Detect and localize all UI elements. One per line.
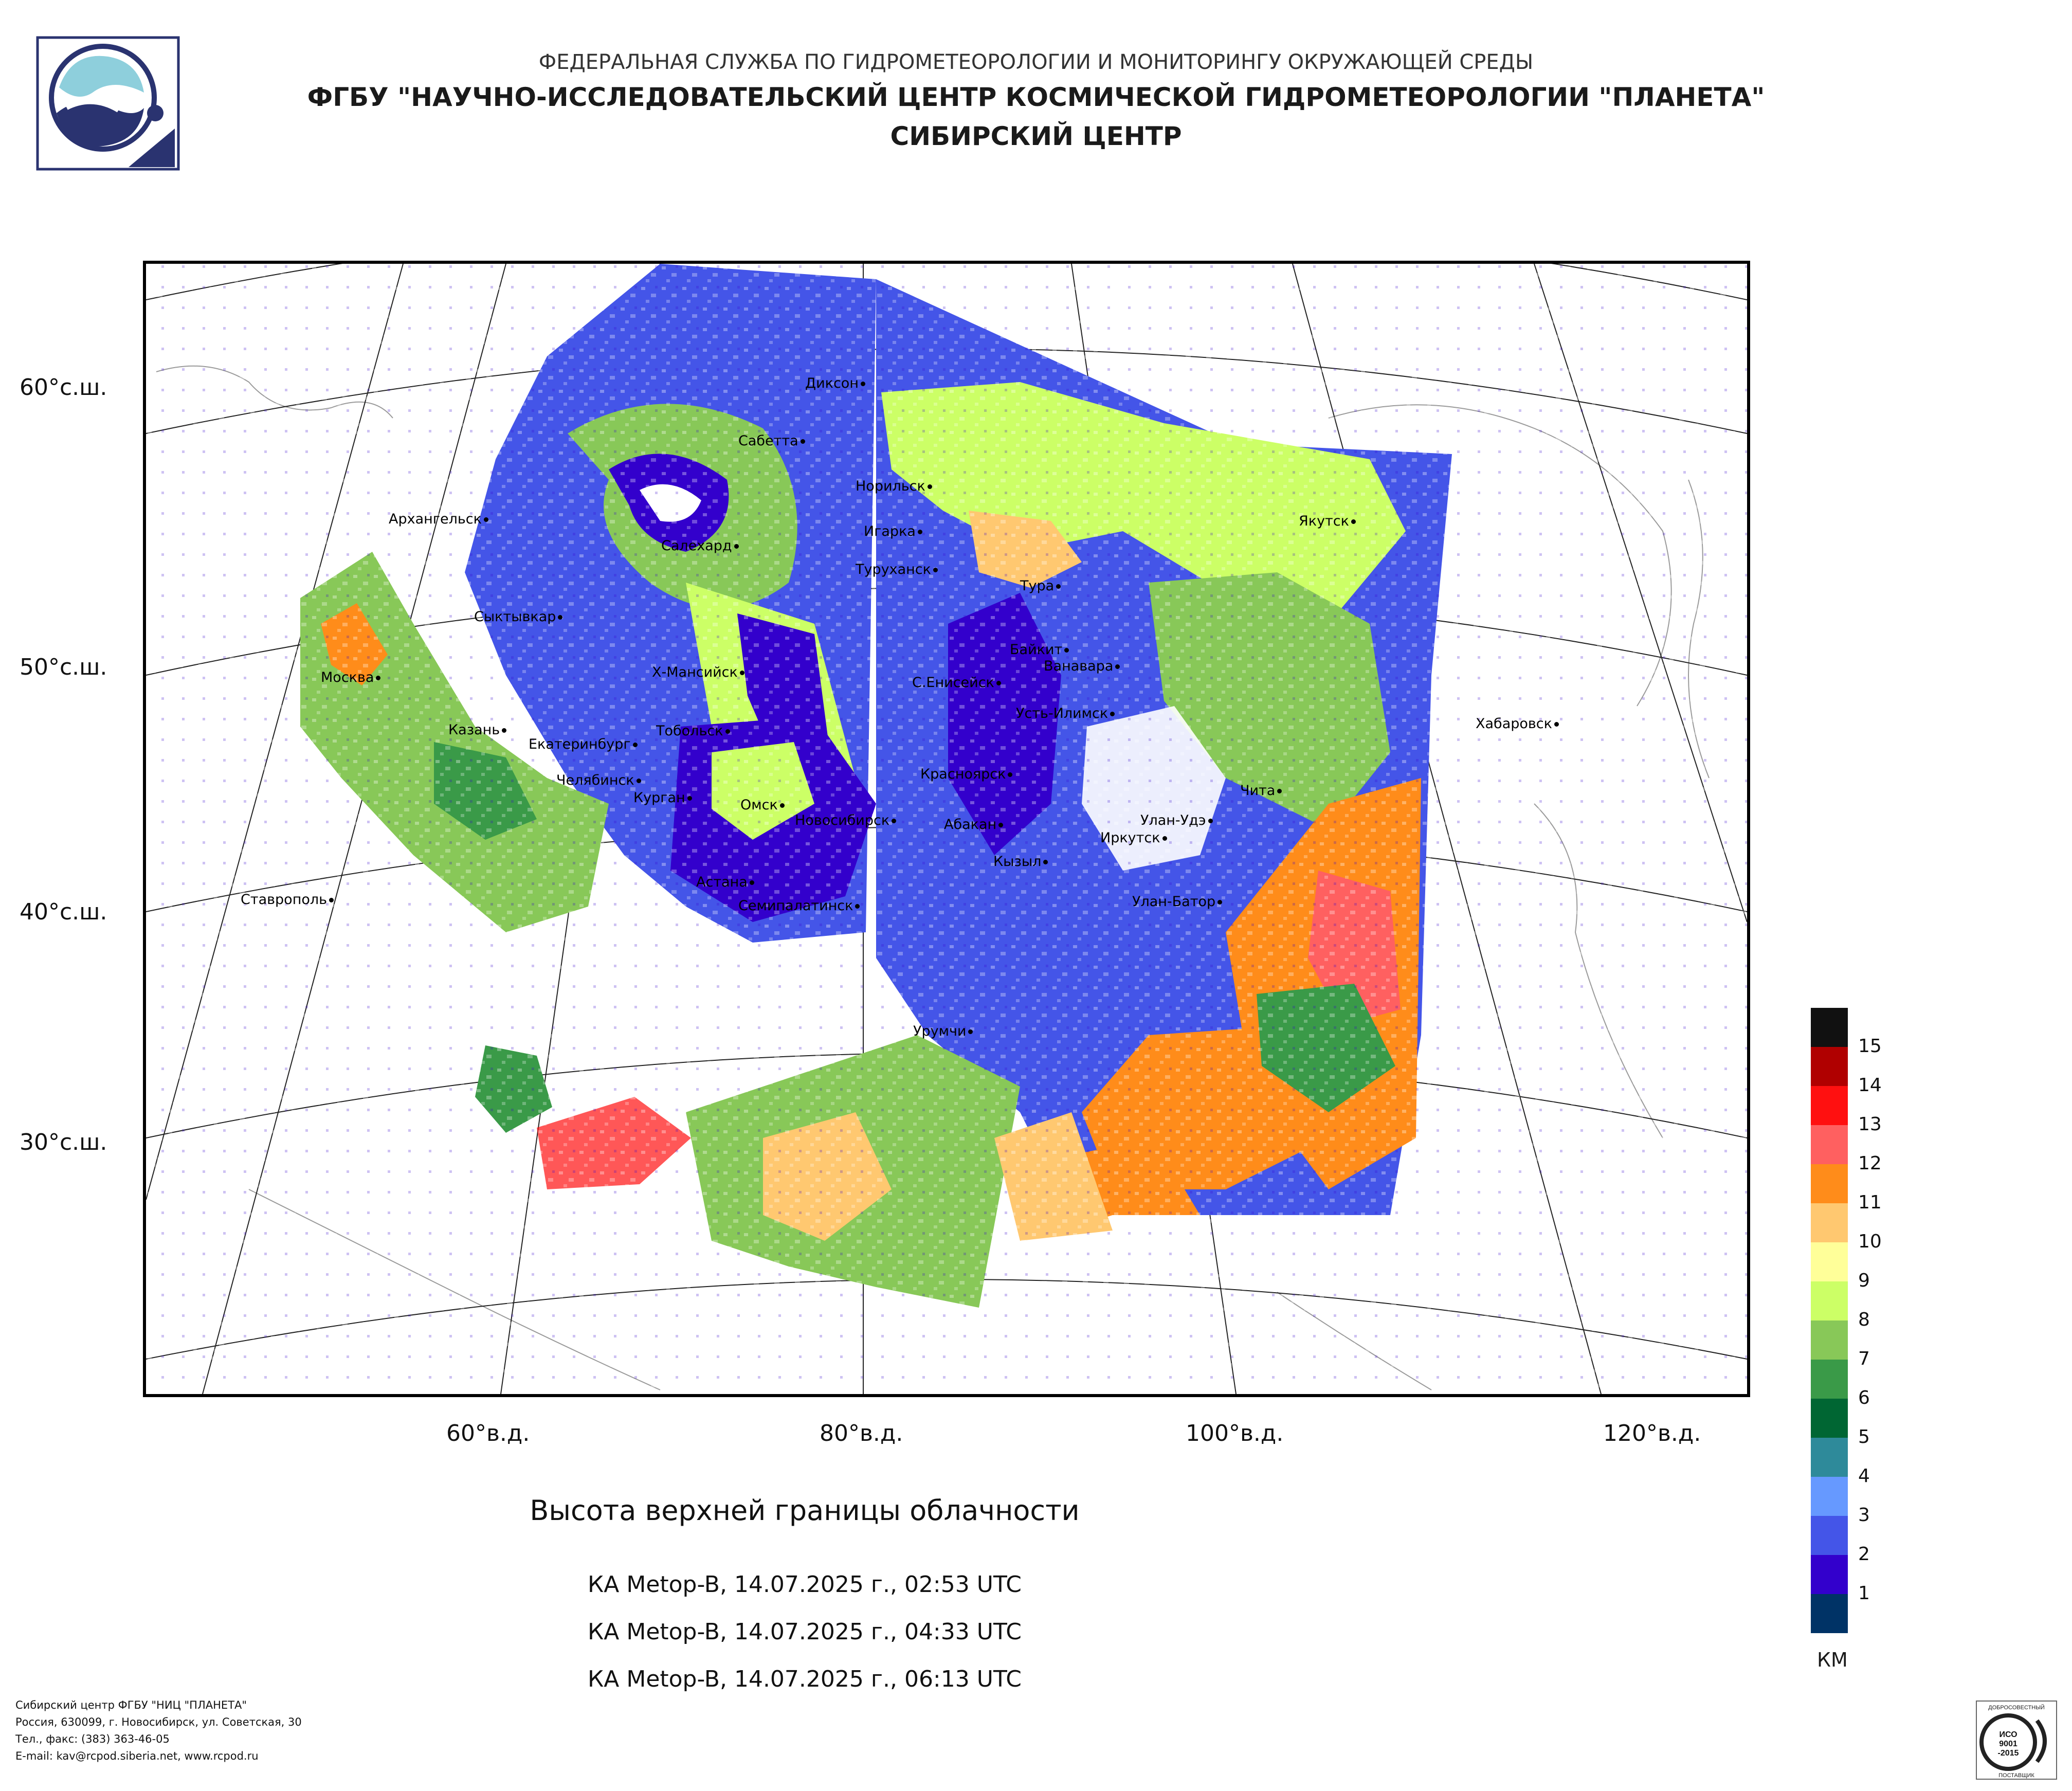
city-label: Сабетта (738, 433, 805, 449)
city-label: Салехард (661, 538, 739, 554)
lat-label-30: 30°с.ш. (20, 1129, 107, 1155)
footer-line: Тел., факс: (383) 363-46-05 (15, 1733, 170, 1745)
legend-swatch (1811, 1360, 1848, 1399)
city-label: С.Енисейск (912, 675, 1001, 691)
city-label: Чита (1240, 783, 1282, 799)
iso-certificate-badge: ДОБРОСОВЕСТНЫЙ ИСО 9001 -2015 ПОСТАВЩИК (1976, 1700, 2057, 1780)
city-label: Тобольск (656, 723, 730, 739)
agency-title: ФЕДЕРАЛЬНАЯ СЛУЖБА ПО ГИДРОМЕТЕОРОЛОГИИ … (538, 50, 1534, 74)
city-label: Туруханск (856, 562, 938, 577)
legend-label: 11 (1858, 1192, 1882, 1213)
lat-label-50: 50°с.ш. (20, 654, 107, 680)
legend-label: 6 (1858, 1387, 1870, 1408)
contact-footer: Сибирский центр ФГБУ "НИЦ "ПЛАНЕТА" Росс… (15, 1697, 302, 1765)
legend-label: 2 (1858, 1544, 1870, 1565)
city-label: Якутск (1299, 513, 1356, 529)
legend-swatch (1811, 1555, 1848, 1594)
legend-swatch (1811, 1086, 1848, 1125)
legend-label: 4 (1858, 1466, 1870, 1487)
city-label: Усть-Илимск (1016, 705, 1115, 721)
cert-text: 9001 (1999, 1740, 2018, 1748)
cert-text: ПОСТАВЩИК (1998, 1772, 2034, 1779)
city-label: Ванавара (1044, 658, 1120, 674)
city-label: Урумчи (913, 1023, 973, 1039)
legend-swatch (1811, 1399, 1848, 1438)
legend-swatch (1811, 1438, 1848, 1477)
legend-label: 1 (1858, 1583, 1870, 1604)
lat-label-60: 60°с.ш. (20, 374, 107, 401)
lon-label-120: 120°в.д. (1603, 1420, 1701, 1446)
map-canvas (146, 264, 1747, 1394)
city-label: Новосибирск (795, 812, 897, 828)
city-label: Улан-Удэ (1140, 812, 1213, 828)
legend-label: 7 (1858, 1348, 1870, 1369)
lon-label-80: 80°в.д. (820, 1420, 903, 1446)
footer-line: Россия, 630099, г. Новосибирск, ул. Сове… (15, 1716, 302, 1728)
legend-label: 14 (1858, 1075, 1882, 1096)
legend-swatch (1811, 1594, 1848, 1633)
footer-line: E-mail: kav@rcpod.siberia.net, www.rcpod… (15, 1750, 259, 1762)
legend-swatch (1811, 1242, 1848, 1281)
city-label: Улан-Батор (1132, 894, 1223, 910)
legend-label: 5 (1858, 1426, 1870, 1448)
cloud-top-height-map (143, 261, 1750, 1397)
legend-label: 9 (1858, 1270, 1870, 1291)
city-label: Абакан (944, 817, 1004, 833)
legend-label: 12 (1858, 1153, 1882, 1174)
city-label: Диксон (805, 375, 865, 391)
pass-line: КА Metop-B, 14.07.2025 г., 04:33 UTC (588, 1619, 1022, 1645)
planeta-logo (36, 36, 180, 171)
legend-swatch (1811, 1008, 1848, 1047)
city-label: Красноярск (920, 766, 1013, 782)
cert-text: ИСО (1999, 1730, 2017, 1739)
city-label: Астана (696, 874, 754, 890)
lon-label-60: 60°в.д. (446, 1420, 530, 1446)
city-label: Курган (633, 790, 692, 806)
city-label: Байкит (1010, 642, 1069, 658)
legend-unit: КМ (1817, 1649, 1848, 1671)
city-label: Сыктывкар (474, 609, 563, 625)
city-label: Казань (448, 722, 507, 738)
legend-label: 15 (1858, 1036, 1882, 1057)
legend-label: 3 (1858, 1505, 1870, 1526)
city-label: Хабаровск (1476, 716, 1559, 732)
pass-line: КА Metop-B, 14.07.2025 г., 02:53 UTC (588, 1571, 1022, 1598)
city-label: Челябинск (556, 772, 641, 788)
legend-label: 8 (1858, 1309, 1870, 1330)
legend-swatch (1811, 1281, 1848, 1320)
city-label: Норильск (856, 478, 932, 494)
legend-label: 10 (1858, 1231, 1882, 1252)
lon-label-100: 100°в.д. (1186, 1420, 1284, 1446)
city-label: Омск (740, 797, 785, 813)
legend-swatch (1811, 1203, 1848, 1242)
city-label: Екатеринбург (529, 736, 638, 752)
city-label: Кызыл (993, 854, 1048, 870)
legend-swatch (1811, 1125, 1848, 1164)
city-label: Игарка (864, 523, 922, 539)
legend-swatch (1811, 1164, 1848, 1203)
city-label: Тура (1020, 578, 1061, 594)
cert-text: ДОБРОСОВЕСТНЫЙ (1988, 1704, 2045, 1711)
legend-swatch (1811, 1516, 1848, 1555)
city-label: Х-Мансийск (652, 664, 744, 680)
legend-swatch (1811, 1320, 1848, 1360)
cert-text: -2015 (1998, 1749, 2019, 1758)
legend-swatch (1811, 1477, 1848, 1516)
product-title: Высота верхней границы облачности (530, 1494, 1080, 1527)
city-label: Архангельск (389, 511, 488, 527)
city-label: Ставрополь (241, 892, 334, 908)
cloud-field (146, 264, 1747, 1394)
lat-label-40: 40°с.ш. (20, 899, 107, 925)
footer-line: Сибирский центр ФГБУ "НИЦ "ПЛАНЕТА" (15, 1699, 247, 1711)
center-title: СИБИРСКИЙ ЦЕНТР (890, 121, 1182, 151)
legend-swatch (1811, 1047, 1848, 1086)
city-label: Семипалатинск (738, 898, 860, 914)
legend-label: 13 (1858, 1114, 1882, 1135)
city-label: Иркутск (1100, 830, 1167, 846)
institute-title: ФГБУ "НАУЧНО-ИССЛЕДОВАТЕЛЬСКИЙ ЦЕНТР КОС… (307, 82, 1765, 112)
city-label: Москва (321, 670, 381, 685)
pass-line: КА Metop-B, 14.07.2025 г., 06:13 UTC (588, 1666, 1022, 1692)
